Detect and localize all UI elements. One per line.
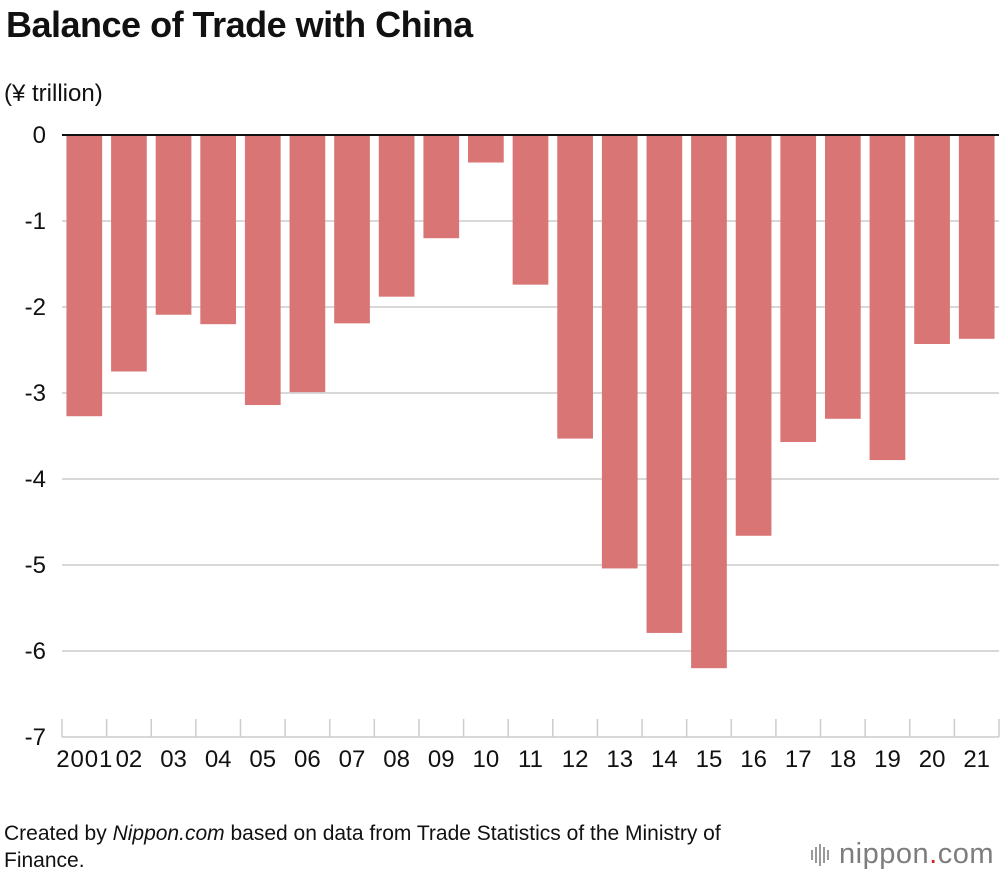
bar [334, 135, 370, 324]
bar [155, 135, 192, 315]
logo-tld: com [937, 838, 994, 870]
y-tick-label: 0 [33, 122, 46, 149]
x-tick-label: 2001 [56, 746, 112, 773]
y-tick-label: -6 [25, 638, 46, 665]
x-tick-marks [61, 719, 1000, 737]
chart-title: Balance of Trade with China [6, 4, 473, 45]
bar [601, 135, 638, 569]
x-tick-label: 07 [339, 746, 366, 773]
bar [958, 135, 995, 339]
bar [824, 135, 861, 419]
x-tick-label: 10 [473, 746, 500, 773]
bar [914, 135, 950, 344]
y-tick-label: -2 [25, 294, 46, 321]
bar [468, 135, 504, 163]
x-tick-label: 11 [518, 746, 543, 773]
x-tick-label: 02 [116, 746, 143, 773]
x-tick-label: 21 [963, 746, 990, 773]
bar [869, 135, 906, 461]
bar [512, 135, 549, 285]
bar [691, 135, 727, 669]
x-tick-label: 16 [740, 746, 767, 773]
bars [66, 135, 995, 669]
x-tick-label: 18 [829, 746, 856, 773]
x-tick-label: 03 [160, 746, 187, 773]
bar [289, 135, 326, 393]
y-tick-label: -7 [25, 724, 46, 751]
y-tick-label: -3 [25, 380, 46, 407]
bar [646, 135, 683, 633]
source-prefix: Created by [4, 822, 113, 845]
y-tick-label: -4 [25, 466, 46, 493]
x-tick-label: 20 [919, 746, 946, 773]
y-axis-unit-label: (¥ trillion) [4, 80, 103, 107]
x-tick-label: 17 [785, 746, 812, 773]
x-tick-label: 06 [294, 746, 321, 773]
source-site: Nippon.com [112, 822, 225, 845]
x-tick-label: 14 [651, 746, 678, 773]
x-tick-label: 12 [562, 746, 589, 773]
bar [111, 135, 147, 372]
source-note: Created by Nippon.com based on data from… [4, 820, 764, 874]
x-tick-label: 13 [606, 746, 633, 773]
x-tick-label: 19 [874, 746, 901, 773]
y-tick-label: -1 [25, 208, 46, 235]
bar [200, 135, 237, 325]
x-tick-label: 05 [249, 746, 276, 773]
bar [423, 135, 460, 239]
bar-chart: 0 -1 -2 -3 -4 -5 -6 -7 2001 02 03 04 05 06 07 08 09 10 11… [25, 122, 1000, 773]
bar [378, 135, 415, 297]
bar [780, 135, 817, 443]
x-tick-label: 09 [428, 746, 455, 773]
x-tick-label: 15 [696, 746, 723, 773]
y-tick-labels: 0 -1 -2 -3 -4 -5 -6 -7 [25, 122, 46, 751]
y-tick-label: -5 [25, 552, 46, 579]
bar [244, 135, 281, 406]
logo-dot: . [929, 838, 938, 870]
x-tick-label: 04 [205, 746, 232, 773]
x-tick-label: 08 [383, 746, 410, 773]
source-suffix: based on data from Trade Statistics of t… [4, 822, 721, 872]
bar [557, 135, 593, 439]
nippon-logo: nippon. com [811, 838, 994, 871]
logo-name: nippon [839, 838, 930, 870]
logo-mark-icon [811, 843, 830, 866]
bar [735, 135, 772, 536]
x-tick-labels: 2001 02 03 04 05 06 07 08 09 10 11 12 13 14 15 16 17 18 19… [56, 746, 990, 773]
bar [66, 135, 103, 417]
